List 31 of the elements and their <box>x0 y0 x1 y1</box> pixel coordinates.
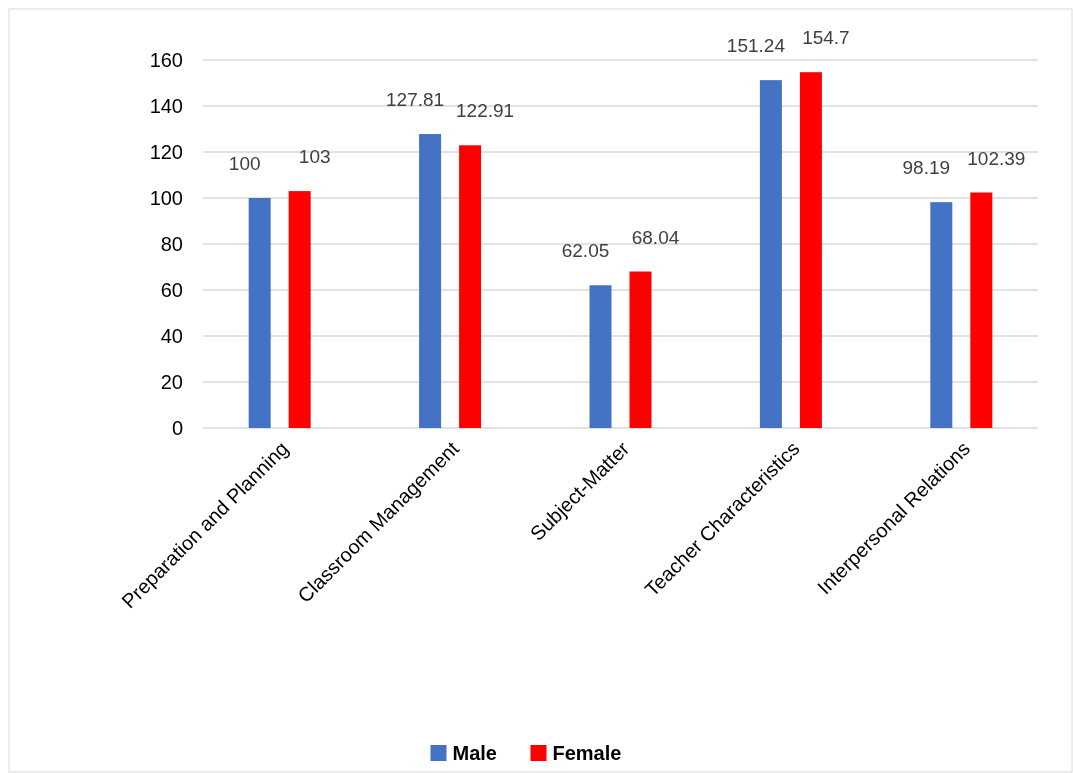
y-tick-label: 60 <box>160 279 183 301</box>
data-label: 103 <box>298 146 331 168</box>
bar <box>930 202 953 428</box>
y-tick-label: 0 <box>171 417 183 439</box>
y-tick-label: 40 <box>160 325 183 347</box>
bar <box>459 145 482 428</box>
bar <box>799 72 822 428</box>
data-label: 151.24 <box>726 35 786 57</box>
bar <box>288 191 311 428</box>
bar <box>759 80 782 428</box>
legend-label: Male <box>452 742 497 764</box>
data-label: 68.04 <box>631 226 680 248</box>
y-tick-label: 80 <box>160 233 183 255</box>
bar <box>589 285 612 428</box>
data-label: 122.91 <box>456 100 515 122</box>
bar <box>970 192 993 428</box>
data-label: 127.81 <box>386 89 445 111</box>
data-label: 62.05 <box>561 240 610 262</box>
y-tick-label: 120 <box>149 141 183 163</box>
legend-label: Female <box>552 742 622 764</box>
data-label: 100 <box>228 153 261 174</box>
y-tick-label: 100 <box>149 187 183 209</box>
bar <box>248 198 271 428</box>
data-label: 154.7 <box>802 27 850 49</box>
bar <box>419 134 442 428</box>
y-tick-label: 140 <box>149 95 183 117</box>
bar <box>629 271 652 428</box>
data-label: 98.19 <box>902 157 951 179</box>
data-label: 102.39 <box>967 147 1026 169</box>
y-tick-label: 20 <box>160 371 183 393</box>
y-tick-label: 160 <box>149 49 183 71</box>
